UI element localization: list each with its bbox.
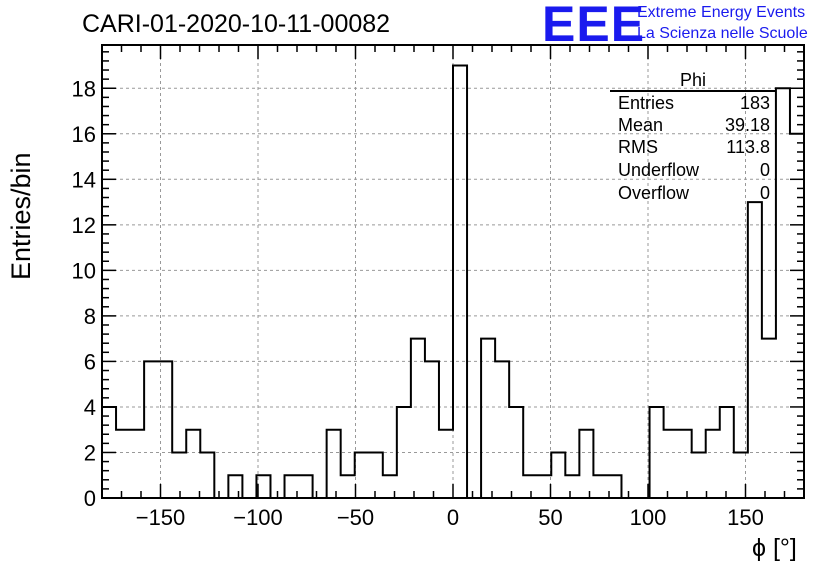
histogram-bin: [228, 475, 242, 498]
axis-tick-labels: −150 −100 −50 0 50 100 150 0 2 4 6 8 10 12 14 16 18: [72, 76, 764, 530]
chart-title: CARI-01-2020-10-11-00082: [82, 10, 391, 38]
x-tick-label: 0: [447, 505, 459, 530]
stats-label: Underflow: [618, 160, 700, 180]
histogram-bin: [495, 361, 509, 498]
histogram-bin: [481, 339, 495, 498]
stats-row-overflow: Overflow 0: [618, 183, 770, 205]
logo-caption-line2: La Scienza nelle Scuole: [637, 25, 808, 42]
stats-row-mean: Mean 39.18: [618, 115, 770, 137]
x-tick-label: 150: [727, 505, 764, 530]
histogram-bin: [299, 475, 313, 498]
stats-label: Overflow: [618, 183, 690, 203]
y-tick-label: 18: [72, 76, 96, 101]
histogram-bin: [327, 430, 341, 498]
histogram-bin: [144, 361, 158, 498]
histogram-bin: [425, 361, 439, 498]
stats-row-entries: Entries 183: [618, 93, 770, 115]
y-tick-label: 0: [84, 486, 96, 511]
y-tick-label: 8: [84, 304, 96, 329]
y-tick-label: 6: [84, 349, 96, 374]
stats-label: RMS: [618, 137, 658, 157]
stats-row-underflow: Underflow 0: [618, 160, 770, 182]
stats-label: Entries: [618, 93, 675, 113]
x-tick-label: 50: [538, 505, 562, 530]
histogram-bin: [678, 430, 692, 498]
logo-caption-line1: Extreme Energy Events: [637, 4, 806, 21]
x-tick-label: −150: [136, 505, 186, 530]
histogram-bin: [172, 452, 186, 498]
x-tick-label: 100: [630, 505, 667, 530]
histogram-bin: [579, 430, 593, 498]
histogram-bin: [762, 339, 776, 498]
x-tick-label: −50: [337, 505, 374, 530]
stats-value: 113.8: [726, 137, 770, 157]
histogram-bin: [186, 430, 200, 498]
histogram-step-line: [102, 64, 804, 499]
histogram-bin: [341, 475, 355, 498]
histogram-bin: [355, 452, 369, 498]
histogram-bin: [776, 88, 790, 498]
x-tick-label: −100: [233, 505, 283, 530]
histogram-bin: [200, 452, 214, 498]
stats-value: 0: [759, 183, 770, 203]
y-tick-label: 16: [72, 122, 96, 147]
histogram-bin: [551, 452, 565, 498]
histogram-bin: [116, 430, 130, 498]
y-axis-label: Entries/bin: [6, 152, 36, 280]
stats-value: 183: [739, 93, 770, 113]
histogram-bin: [523, 475, 537, 498]
stats-box: Phi Entries 183 Mean 39.18 RMS 113.8 Und…: [610, 70, 776, 210]
axis-ticks: [101, 45, 805, 499]
histogram-bin: [565, 475, 579, 498]
eee-logo: EEE: [542, 0, 646, 52]
stats-value: 0: [759, 160, 770, 180]
histogram-bin: [411, 339, 425, 498]
histogram-bin: [593, 475, 607, 498]
histogram-bin: [439, 430, 453, 498]
stats-title: Phi: [679, 70, 706, 90]
histogram-bin: [692, 452, 706, 498]
histogram-bin: [537, 475, 551, 498]
histogram-bin: [664, 430, 678, 498]
stats-divider: [610, 90, 776, 92]
stats-label: Mean: [618, 115, 664, 135]
y-tick-label: 12: [72, 213, 96, 238]
y-tick-label: 14: [72, 167, 96, 192]
histogram-bin: [369, 452, 383, 498]
stats-value: 39.18: [724, 115, 770, 135]
histogram-bin: [453, 65, 467, 498]
y-tick-label: 4: [84, 395, 96, 420]
histogram-bin: [748, 202, 762, 498]
y-tick-label: 2: [84, 440, 96, 465]
stats-row-rms: RMS 113.8: [618, 137, 770, 159]
y-tick-label: 10: [72, 258, 96, 283]
histogram-bin: [706, 430, 720, 498]
histogram-bin: [130, 430, 144, 498]
x-axis-label: ϕ [°]: [752, 534, 797, 562]
